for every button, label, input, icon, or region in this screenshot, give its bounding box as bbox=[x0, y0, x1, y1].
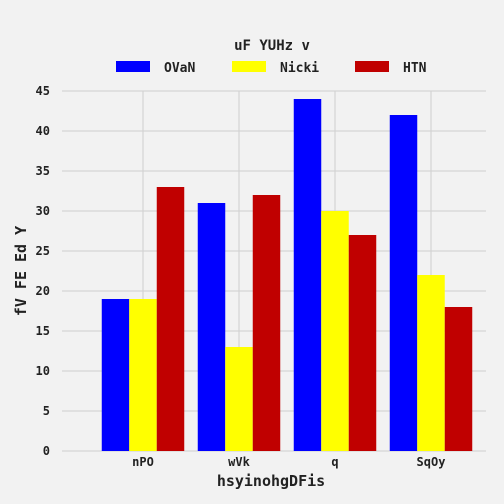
legend-swatch bbox=[116, 61, 150, 72]
y-axis-title: fV FE Ed Y bbox=[12, 226, 30, 316]
bar-Nicki-q bbox=[321, 211, 349, 451]
y-tick-label: 45 bbox=[36, 84, 50, 98]
y-tick-label: 0 bbox=[43, 444, 50, 458]
y-tick-label: 5 bbox=[43, 404, 50, 418]
bar-OVaN-wVk bbox=[197, 203, 226, 451]
legend: uF YUHz v OVaN Nicki HTN bbox=[116, 38, 427, 76]
bar-Nicki-SqOy bbox=[417, 275, 445, 451]
legend-label: HTN bbox=[403, 61, 427, 76]
bar-HTN-SqOy bbox=[444, 307, 473, 451]
x-axis-title: hsyinohgDFis bbox=[217, 472, 325, 490]
y-tick-label: 30 bbox=[36, 204, 50, 218]
bar-HTN-nPO bbox=[156, 187, 185, 451]
legend-swatch bbox=[355, 61, 389, 72]
legend-swatch bbox=[232, 61, 266, 72]
x-axis-ticks: nPO wVk q SqOy bbox=[132, 455, 445, 469]
bar-HTN-wVk bbox=[252, 195, 281, 451]
x-tick-label: SqOy bbox=[417, 455, 446, 469]
legend-label: OVaN bbox=[164, 61, 195, 76]
bar-HTN-q bbox=[348, 235, 377, 451]
y-tick-label: 20 bbox=[36, 284, 50, 298]
y-tick-label: 10 bbox=[36, 364, 50, 378]
bars bbox=[101, 99, 473, 451]
y-tick-label: 25 bbox=[36, 244, 50, 258]
bar-Nicki-nPO bbox=[129, 299, 157, 451]
legend-title: uF YUHz v bbox=[234, 38, 310, 54]
bar-OVaN-SqOy bbox=[389, 115, 418, 451]
y-tick-label: 40 bbox=[36, 124, 50, 138]
legend-label: Nicki bbox=[280, 61, 319, 76]
bar-OVaN-q bbox=[293, 99, 322, 451]
legend-items: OVaN Nicki HTN bbox=[116, 61, 427, 76]
y-tick-label: 35 bbox=[36, 164, 50, 178]
bar-Nicki-wVk bbox=[225, 347, 253, 451]
x-tick-label: wVk bbox=[228, 455, 250, 469]
x-tick-label: nPO bbox=[132, 455, 154, 469]
bar-OVaN-nPO bbox=[101, 299, 130, 451]
x-tick-label: q bbox=[331, 455, 338, 469]
y-axis-ticks: 0 5 10 15 20 25 30 35 40 45 bbox=[36, 84, 50, 458]
y-tick-label: 15 bbox=[36, 324, 50, 338]
